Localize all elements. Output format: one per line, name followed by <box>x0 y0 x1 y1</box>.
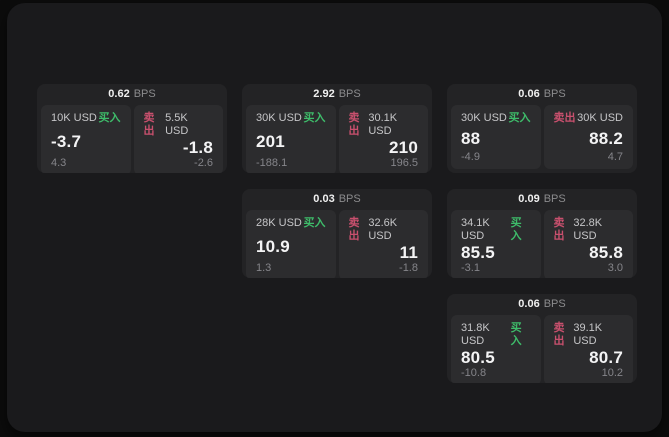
quote-panels: 10K USD 买入 -3.7 4.3 卖出 5.5K USD -1.8 -2.… <box>37 105 227 173</box>
buy-side-label: 买入 <box>303 112 326 124</box>
card-header: 0.03 BPS <box>242 189 432 210</box>
buy-panel[interactable]: 30K USD 买入 201 -188.1 <box>246 105 336 173</box>
quote-card: 0.62 BPS 10K USD 买入 -3.7 4.3 卖出 5.5K USD… <box>37 84 227 173</box>
sell-side-label: 卖出 <box>553 322 565 347</box>
buy-panel[interactable]: 34.1K USD 买入 85.5 -3.1 <box>451 210 541 278</box>
card-header: 2.92 BPS <box>242 84 432 105</box>
sell-sub-value: 196.5 <box>390 157 418 169</box>
buy-panel[interactable]: 28K USD 买入 10.9 1.3 <box>246 210 336 278</box>
bps-unit-label: BPS <box>338 193 361 205</box>
bps-value: 0.09 <box>518 193 540 205</box>
quote-cards-grid: 0.62 BPS 10K USD 买入 -3.7 4.3 卖出 5.5K USD… <box>37 84 637 383</box>
buy-sub-value: -10.8 <box>461 367 487 379</box>
quote-card: 0.09 BPS 34.1K USD 买入 85.5 -3.1 卖出 32.8K… <box>447 189 637 278</box>
buy-price: 85.5 <box>461 243 495 262</box>
buy-panel[interactable]: 31.8K USD 买入 80.5 -10.8 <box>451 315 541 383</box>
buy-price: 80.5 <box>461 348 495 367</box>
sell-amount: 5.5K USD <box>165 112 189 137</box>
sell-amount: 30K USD <box>577 112 623 124</box>
sell-panel[interactable]: 卖出 39.1K USD 80.7 10.2 <box>543 315 633 383</box>
bps-value: 0.06 <box>518 88 540 100</box>
buy-amount: 31.8K USD <box>461 322 490 347</box>
buy-panel[interactable]: 30K USD 买入 88 -4.9 <box>451 105 541 169</box>
quote-panels: 34.1K USD 买入 85.5 -3.1 卖出 32.8K USD 85.8… <box>447 210 637 278</box>
buy-amount: 30K USD <box>461 112 507 124</box>
buy-side-label: 买入 <box>508 112 531 124</box>
sell-amount: 32.6K USD <box>368 217 398 242</box>
quote-card: 0.03 BPS 28K USD 买入 10.9 1.3 卖出 32.6K US… <box>242 189 432 278</box>
bps-value: 0.62 <box>108 88 130 100</box>
sell-sub-value: -1.8 <box>399 262 418 274</box>
sell-price: 210 <box>389 138 418 157</box>
sell-amount: 30.1K USD <box>368 112 398 137</box>
bps-unit-label: BPS <box>543 88 566 100</box>
buy-side-label: 买入 <box>510 217 522 242</box>
sell-price: 80.7 <box>589 348 623 367</box>
card-header: 0.62 BPS <box>37 84 227 105</box>
sell-side-label: 卖出 <box>348 112 360 137</box>
buy-price: 10.9 <box>256 236 290 256</box>
sell-price: -1.8 <box>182 138 213 157</box>
quote-card: 0.06 BPS 30K USD 买入 88 -4.9 卖出 30K USD 8… <box>447 84 637 173</box>
sell-panel[interactable]: 卖出 30K USD 88.2 4.7 <box>543 105 633 169</box>
buy-price: 88 <box>461 128 481 148</box>
sell-panel[interactable]: 卖出 5.5K USD -1.8 -2.6 <box>133 105 223 173</box>
sell-price: 11 <box>399 243 418 262</box>
buy-sub-value: -4.9 <box>461 151 480 163</box>
sell-amount: 39.1K USD <box>573 322 603 347</box>
bps-value: 0.03 <box>313 193 335 205</box>
buy-amount: 28K USD <box>256 217 302 229</box>
sell-side-label: 卖出 <box>143 112 155 137</box>
sell-sub-value: -2.6 <box>194 157 213 169</box>
sell-panel[interactable]: 卖出 30.1K USD 210 196.5 <box>338 105 428 173</box>
sell-panel[interactable]: 卖出 32.8K USD 85.8 3.0 <box>543 210 633 278</box>
quote-panels: 28K USD 买入 10.9 1.3 卖出 32.6K USD 11 -1.8 <box>242 210 432 278</box>
buy-sub-value: -188.1 <box>256 157 288 169</box>
sell-side-label: 卖出 <box>553 217 565 242</box>
buy-amount: 10K USD <box>51 112 97 124</box>
buy-side-label: 买入 <box>303 217 326 229</box>
buy-amount: 34.1K USD <box>461 217 490 242</box>
sell-sub-value: 4.7 <box>607 151 623 163</box>
sell-panel[interactable]: 卖出 32.6K USD 11 -1.8 <box>338 210 428 278</box>
sell-sub-value: 3.0 <box>607 262 623 274</box>
card-header: 0.06 BPS <box>447 294 637 315</box>
buy-sub-value: -3.1 <box>461 262 480 274</box>
quote-panels: 31.8K USD 买入 80.5 -10.8 卖出 39.1K USD 80.… <box>447 315 637 383</box>
buy-side-label: 买入 <box>510 322 522 347</box>
quote-panels: 30K USD 买入 201 -188.1 卖出 30.1K USD 210 1… <box>242 105 432 173</box>
quote-card: 0.06 BPS 31.8K USD 买入 80.5 -10.8 卖出 39.1… <box>447 294 637 383</box>
card-header: 0.06 BPS <box>447 84 637 105</box>
sell-sub-value: 10.2 <box>601 367 623 379</box>
bps-unit-label: BPS <box>543 193 566 205</box>
sell-price: 88.2 <box>589 128 623 148</box>
sell-amount: 32.8K USD <box>573 217 603 242</box>
app-window: 0.62 BPS 10K USD 买入 -3.7 4.3 卖出 5.5K USD… <box>7 3 662 432</box>
sell-price: 85.8 <box>589 243 623 262</box>
bps-unit-label: BPS <box>543 298 566 310</box>
bps-value: 0.06 <box>518 298 540 310</box>
quote-panels: 30K USD 买入 88 -4.9 卖出 30K USD 88.2 4.7 <box>447 105 637 173</box>
sell-side-label: 卖出 <box>553 112 576 124</box>
sell-side-label: 卖出 <box>348 217 360 242</box>
bps-unit-label: BPS <box>338 88 361 100</box>
bps-value: 2.92 <box>313 88 335 100</box>
buy-amount: 30K USD <box>256 112 302 124</box>
buy-sub-value: 1.3 <box>256 262 272 274</box>
buy-price: -3.7 <box>51 131 82 151</box>
buy-panel[interactable]: 10K USD 买入 -3.7 4.3 <box>41 105 131 173</box>
buy-price: 201 <box>256 131 285 151</box>
bps-unit-label: BPS <box>133 88 156 100</box>
quote-card: 2.92 BPS 30K USD 买入 201 -188.1 卖出 30.1K … <box>242 84 432 173</box>
buy-side-label: 买入 <box>98 112 121 124</box>
card-header: 0.09 BPS <box>447 189 637 210</box>
buy-sub-value: 4.3 <box>51 157 67 169</box>
